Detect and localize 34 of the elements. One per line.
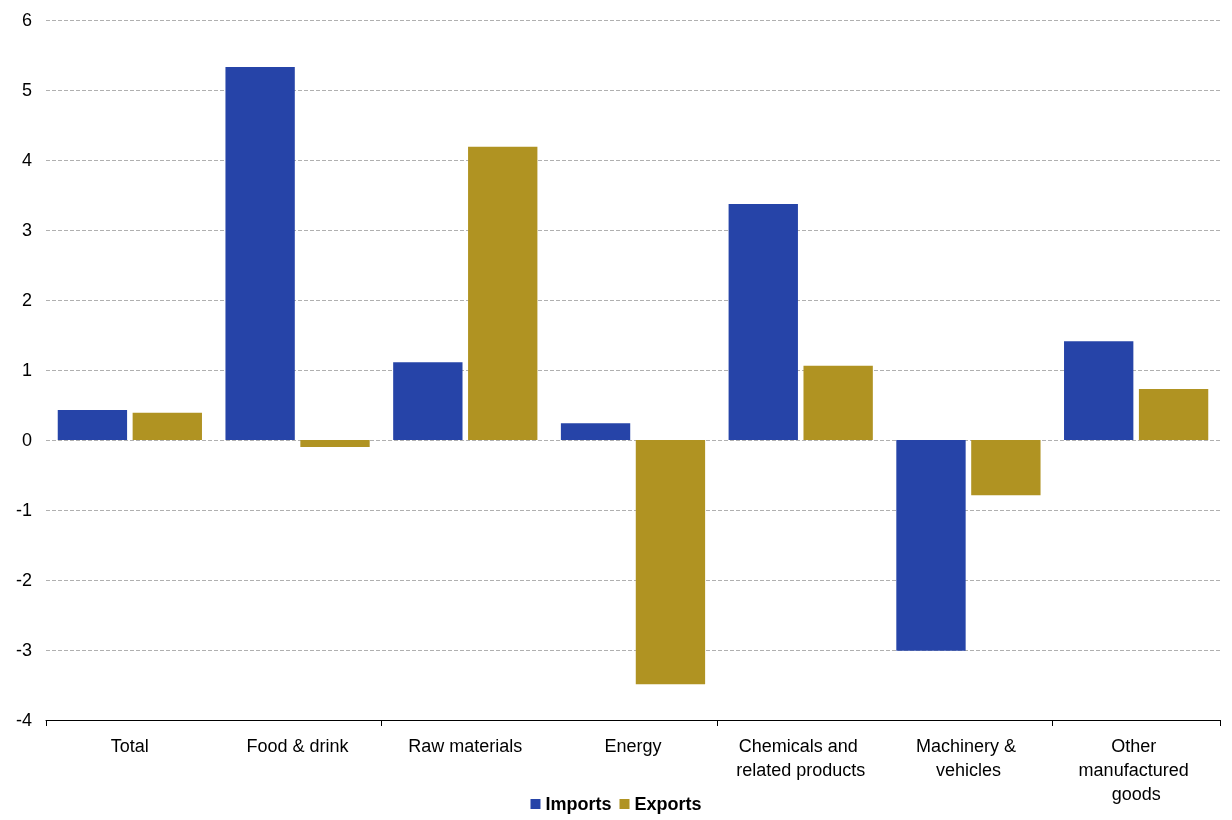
y-tick-label: -2 (15, 570, 32, 590)
x-tick-label: Energy (604, 736, 662, 756)
bar (393, 362, 463, 440)
y-tick-label: 0 (21, 430, 32, 450)
bar (468, 146, 538, 440)
x-tick-label: Total (110, 736, 149, 756)
bar (896, 440, 966, 651)
bar (132, 412, 202, 440)
bar (1064, 341, 1134, 440)
y-tick-label: 6 (21, 10, 32, 30)
x-tick-label: Food & drink (246, 736, 350, 756)
legend-label: Imports (545, 794, 612, 814)
y-tick-label: -1 (15, 500, 32, 520)
y-tick-label: 5 (21, 80, 32, 100)
bar (300, 440, 370, 447)
y-tick-label: 3 (21, 220, 32, 240)
y-tick-label: 4 (21, 150, 32, 170)
bar (728, 204, 798, 440)
x-tick-label: Chemicals and related products (736, 736, 866, 780)
y-tick-label: 2 (21, 290, 32, 310)
bar (560, 423, 631, 440)
x-tick-label: Other manufactured goods (1078, 736, 1194, 804)
bar (225, 66, 295, 440)
x-tick-label: Machinery & vehicles (915, 736, 1021, 780)
y-tick-label: -3 (15, 640, 32, 660)
bar (1138, 388, 1209, 440)
y-tick-label: -4 (15, 710, 32, 730)
bar (803, 365, 873, 440)
bar (57, 409, 128, 440)
y-tick-label: 1 (21, 360, 32, 380)
x-tick-label: Raw materials (408, 736, 523, 756)
bar (971, 440, 1041, 496)
bar (635, 440, 706, 685)
legend-label: Exports (634, 794, 702, 814)
